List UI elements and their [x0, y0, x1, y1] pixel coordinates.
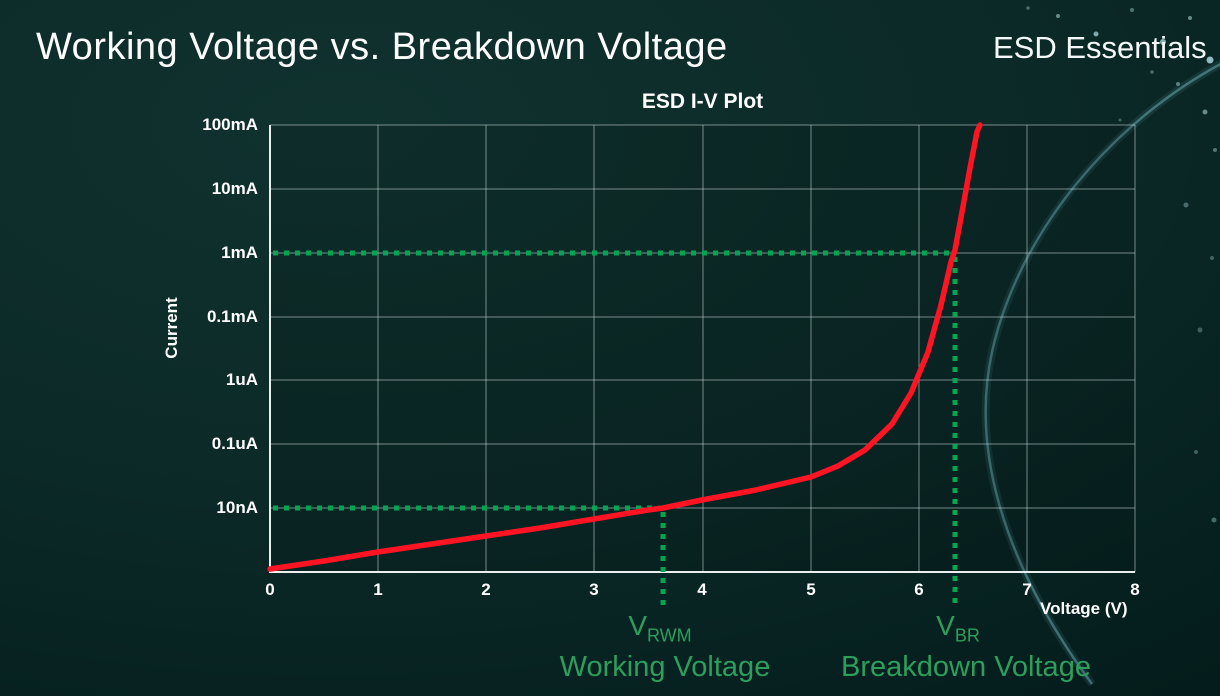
x-axis-label: Voltage (V) — [1040, 599, 1128, 618]
chart-title: ESD I-V Plot — [641, 90, 764, 113]
vrwm-symbol: V — [628, 610, 647, 641]
x-tick-8: 8 — [1130, 580, 1140, 599]
x-tick-2: 2 — [481, 580, 491, 599]
x-tick-4: 4 — [697, 580, 707, 599]
x-tick-5: 5 — [806, 580, 816, 599]
y-tick-1uA: 1uA — [225, 370, 258, 389]
marker-dotted-lines — [273, 250, 958, 610]
x-tick-3: 3 — [589, 580, 599, 599]
bokeh-dots — [1026, 6, 1217, 523]
vbr-symbol: V — [936, 610, 955, 641]
vrwm-label: VRWM — [605, 610, 715, 647]
y-tick-10mA: 10mA — [211, 179, 258, 198]
axes — [269, 125, 1135, 573]
x-tick-7: 7 — [1022, 580, 1032, 599]
y-tick-0.1uA: 0.1uA — [211, 434, 258, 453]
vbr-label: VBR — [913, 610, 1003, 647]
working-voltage-label: Working Voltage — [559, 651, 771, 683]
x-tick-6: 6 — [914, 580, 924, 599]
y-tick-100mA: 100mA — [202, 115, 258, 134]
vrwm-subscript: RWM — [647, 625, 692, 646]
slide-title: Working Voltage vs. Breakdown Voltage — [36, 26, 728, 68]
y-tick-0.1mA: 0.1mA — [206, 307, 258, 326]
brand-text: ESD Essentials — [993, 30, 1207, 65]
iv-curve — [267, 122, 983, 572]
breakdown-voltage-label: Breakdown Voltage — [841, 651, 1091, 683]
x-tick-0: 0 — [265, 580, 275, 599]
y-tick-1mA: 1mA — [221, 243, 258, 262]
vbr-subscript: BR — [954, 625, 980, 646]
x-tick-1: 1 — [373, 580, 383, 599]
y-tick-10nA: 10nA — [216, 498, 258, 517]
swoosh-glow — [981, 59, 1220, 687]
swoosh-line — [984, 62, 1220, 685]
